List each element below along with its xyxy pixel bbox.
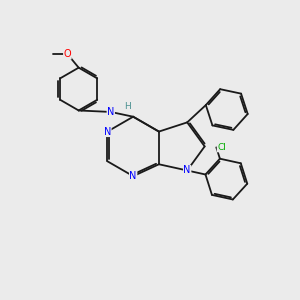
Text: O: O [64, 49, 71, 59]
Text: Cl: Cl [217, 143, 226, 152]
Text: N: N [184, 166, 191, 176]
Text: N: N [107, 107, 115, 117]
Text: N: N [104, 127, 111, 136]
Text: H: H [124, 102, 130, 111]
Text: N: N [130, 171, 137, 181]
